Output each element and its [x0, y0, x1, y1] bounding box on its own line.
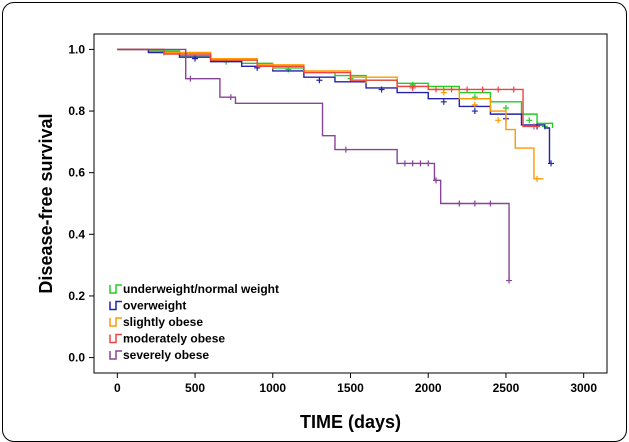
censor-mark	[187, 75, 194, 82]
censor-mark	[433, 177, 439, 184]
censor-mark	[227, 94, 234, 101]
censor-mark	[495, 117, 502, 124]
x-tick-label: 500	[185, 381, 205, 395]
censor-mark	[506, 277, 513, 284]
y-tick-label: 0.2	[68, 289, 85, 303]
censor-mark	[448, 86, 455, 93]
x-tick-label: 2000	[415, 381, 442, 395]
y-tick-label: 0.0	[68, 351, 85, 365]
censor-mark	[192, 55, 199, 62]
censor-mark	[530, 123, 537, 130]
legend-swatch	[109, 284, 122, 294]
censor-mark	[342, 146, 349, 153]
x-axis-title: TIME (days)	[300, 412, 401, 432]
censor-mark	[417, 160, 424, 167]
series-line	[117, 48, 554, 128]
censor-mark	[440, 98, 447, 105]
censor-mark	[487, 200, 494, 207]
series-line	[117, 48, 541, 128]
legend-label: underweight/normal weight	[123, 282, 279, 296]
survival-chart: 0 500 1000 1500 2000 2500 3000 0.0 0.2 0.4 0.6 0.8 1…	[36, 33, 608, 432]
censor-mark	[433, 86, 439, 93]
censor-mark	[409, 160, 416, 167]
censor-mark	[456, 200, 463, 207]
series-line	[117, 48, 510, 281]
legend-swatch	[109, 333, 122, 344]
y-tick-label: 0.4	[68, 227, 85, 241]
censor-mark	[409, 84, 416, 91]
censor-mark	[510, 86, 517, 93]
y-tick-label: 0.6	[68, 166, 85, 180]
legend-swatch	[109, 300, 122, 311]
x-tick-label: 1000	[259, 381, 286, 395]
legend-label: moderately obese	[123, 332, 225, 346]
censor-mark	[316, 77, 323, 84]
censor-mark	[440, 89, 447, 96]
censor-mark	[471, 101, 478, 108]
legend-label: overweight	[123, 299, 186, 313]
censor-mark	[471, 200, 478, 207]
legend-label: slightly obese	[123, 315, 203, 329]
censor-mark	[495, 86, 502, 93]
censor-mark	[534, 175, 541, 182]
censor-mark	[471, 108, 478, 115]
legend-label: severely obese	[123, 348, 209, 362]
censor-mark	[378, 86, 385, 93]
x-tick-label: 0	[114, 381, 121, 395]
x-tick-label: 3000	[570, 381, 597, 395]
censor-mark	[548, 160, 555, 167]
x-tick-label: 1500	[337, 381, 364, 395]
legend-swatch	[109, 317, 122, 327]
censor-mark	[401, 160, 408, 167]
legend-swatch	[109, 350, 122, 360]
censor-mark	[502, 104, 509, 111]
censor-mark	[425, 160, 432, 167]
censor-mark	[526, 117, 533, 124]
y-axis-title: Disease-free survival	[36, 113, 56, 293]
series-line	[117, 48, 544, 180]
censor-mark	[479, 86, 486, 93]
x-tick-label: 2500	[493, 381, 520, 395]
y-tick-label: 1.0	[68, 42, 85, 56]
y-tick-label: 0.8	[68, 104, 85, 118]
censor-mark	[464, 86, 471, 93]
series-line	[117, 48, 551, 164]
